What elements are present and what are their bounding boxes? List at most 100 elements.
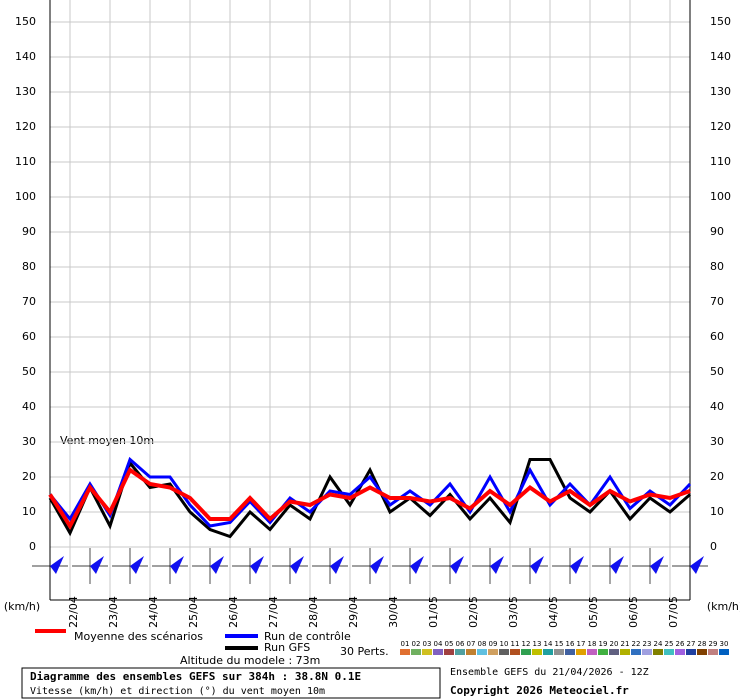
perturbation-swatch xyxy=(675,649,685,655)
y-tick-label: 80 xyxy=(710,260,724,273)
y-tick-label: 110 xyxy=(710,155,731,168)
rose-shape xyxy=(130,556,144,574)
rose-shape xyxy=(250,556,264,574)
y-tick-label: 40 xyxy=(22,400,36,413)
y-tick-label: 20 xyxy=(710,470,724,483)
perturbation-id: 07 xyxy=(467,640,476,648)
perturbation-swatch xyxy=(620,649,630,655)
perturbation-id: 15 xyxy=(555,640,564,648)
perturbation-id: 18 xyxy=(588,640,597,648)
footer-box xyxy=(21,667,441,699)
rose-shape xyxy=(330,556,344,574)
annotation: Vent moyen 10m xyxy=(60,434,154,447)
perturbation-id: 12 xyxy=(522,640,531,648)
x-tick-label: 28/04 xyxy=(307,596,320,628)
perturbation-swatch xyxy=(653,649,663,655)
perturbation-swatch xyxy=(510,649,520,655)
run-info: Ensemble GEFS du 21/04/2026 - 12Z xyxy=(450,667,649,678)
series-line xyxy=(48,467,691,531)
altitude: Altitude du modele : 73m xyxy=(180,654,320,667)
y-tick-label: 30 xyxy=(22,435,36,448)
legend-label: Run de contrôle xyxy=(264,630,351,643)
y-tick-label: 30 xyxy=(710,435,724,448)
perturbation-swatch xyxy=(609,649,619,655)
rose-shape xyxy=(90,556,104,574)
perturbation-swatch xyxy=(708,649,718,655)
y-tick-label: 50 xyxy=(710,365,724,378)
y-tick-label: 120 xyxy=(710,120,731,133)
perturbation-swatch xyxy=(499,649,509,655)
rose-shape xyxy=(450,556,464,574)
perturbation-id: 25 xyxy=(665,640,674,648)
perturbation-id: 13 xyxy=(533,640,542,648)
perturbation-id: 06 xyxy=(456,640,465,648)
y-tick-label: 80 xyxy=(22,260,36,273)
rose-shape xyxy=(690,556,704,574)
rose-shape xyxy=(290,556,304,574)
y-tick-label: 120 xyxy=(15,120,36,133)
perturbation-id: 28 xyxy=(698,640,707,648)
perturbation-swatch xyxy=(631,649,641,655)
y-tick-label: 140 xyxy=(710,50,731,63)
legend-label: Moyenne des scénarios xyxy=(74,630,203,643)
perturbation-swatch xyxy=(444,649,454,655)
perturbation-id: 09 xyxy=(489,640,498,648)
y-tick-label: 130 xyxy=(15,85,36,98)
perturbation-swatch xyxy=(477,649,487,655)
perturbation-id: 26 xyxy=(676,640,685,648)
y-tick-label: 140 xyxy=(15,50,36,63)
perturbation-id: 22 xyxy=(632,640,641,648)
x-tick-label: 07/05 xyxy=(667,596,680,628)
perturbation-id: 02 xyxy=(412,640,421,648)
rose-shape xyxy=(530,556,544,574)
perturbation-id: 08 xyxy=(478,640,487,648)
y-tick-label: 50 xyxy=(22,365,36,378)
rose-shape xyxy=(570,556,584,574)
footer-subtitle: Vitesse (km/h) et direction (°) du vent … xyxy=(30,686,325,697)
x-tick-label: 26/04 xyxy=(227,596,240,628)
y-tick-label: 100 xyxy=(15,190,36,203)
perturbation-id: 10 xyxy=(500,640,509,648)
x-tick-label: 05/05 xyxy=(587,596,600,628)
y-tick-label: 90 xyxy=(22,225,36,238)
perturbation-swatch xyxy=(532,649,542,655)
y-tick-label: 110 xyxy=(15,155,36,168)
perturbation-swatch xyxy=(642,649,652,655)
perturbation-id: 21 xyxy=(621,640,630,648)
x-tick-label: 04/05 xyxy=(547,596,560,628)
perturbation-id: 11 xyxy=(511,640,520,648)
y-tick-label: 0 xyxy=(710,540,717,553)
perturbation-swatch xyxy=(686,649,696,655)
perturbation-swatch xyxy=(565,649,575,655)
perturbation-swatch xyxy=(543,649,553,655)
rose-shape xyxy=(650,556,664,574)
x-tick-label: 22/04 xyxy=(67,596,80,628)
x-tick-label: 30/04 xyxy=(387,596,400,628)
x-tick-label: 02/05 xyxy=(467,596,480,628)
x-tick-label: 25/04 xyxy=(187,596,200,628)
y-tick-label: 100 xyxy=(710,190,731,203)
y-tick-label: 150 xyxy=(710,15,731,28)
y-tick-label: 40 xyxy=(710,400,724,413)
perturbation-id: 20 xyxy=(610,640,619,648)
perturbation-id: 30 xyxy=(720,640,729,648)
rose-shape xyxy=(610,556,624,574)
perturbation-id: 29 xyxy=(709,640,718,648)
perturbations-label: 30 Perts. xyxy=(340,645,389,658)
y-tick-label: 10 xyxy=(710,505,724,518)
x-tick-label: 06/05 xyxy=(627,596,640,628)
rose-shape xyxy=(210,556,224,574)
perturbation-swatch xyxy=(466,649,476,655)
perturbation-id: 01 xyxy=(401,640,410,648)
perturbation-id: 04 xyxy=(434,640,443,648)
perturbation-id: 24 xyxy=(654,640,663,648)
x-tick-label: 27/04 xyxy=(267,596,280,628)
rose-shape xyxy=(490,556,504,574)
perturbation-id: 17 xyxy=(577,640,586,648)
x-tick-label: 03/05 xyxy=(507,596,520,628)
y-tick-label: 60 xyxy=(22,330,36,343)
perturbation-swatch xyxy=(587,649,597,655)
unit-label-left: (km/h) xyxy=(4,600,40,613)
